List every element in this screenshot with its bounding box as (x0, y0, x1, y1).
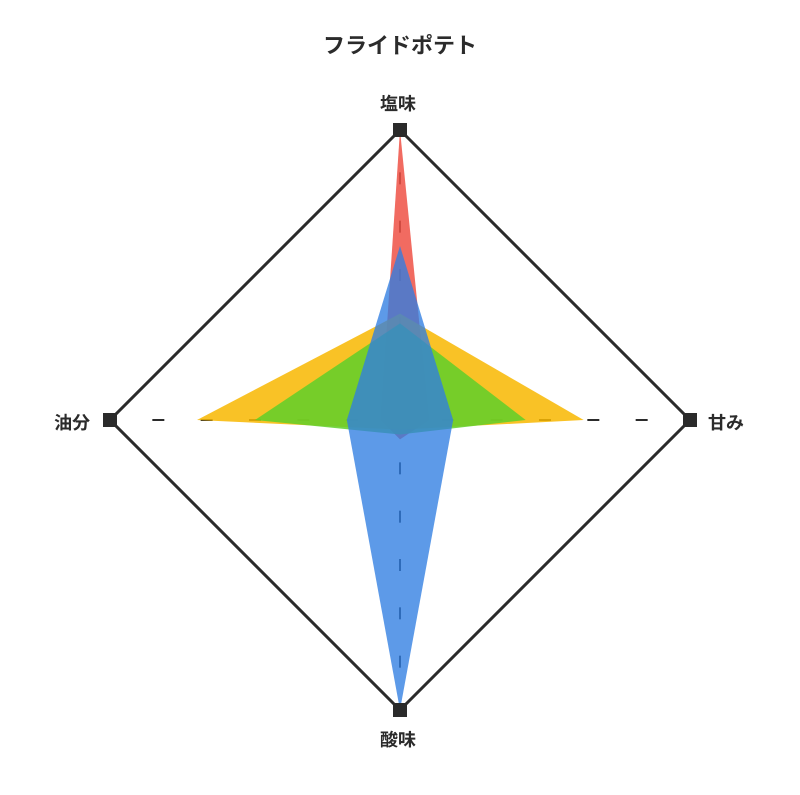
axis-marker (393, 123, 407, 137)
axis-label-oil: 油分 (54, 409, 90, 435)
axis-marker (683, 413, 697, 427)
axis-marker (393, 703, 407, 717)
chart-title: フライドポテト (0, 28, 800, 60)
axis-marker (103, 413, 117, 427)
series-blue (347, 246, 453, 710)
radar-chart (0, 0, 800, 795)
axis-label-sweet: 甘み (708, 409, 744, 435)
axis-label-sour: 酸味 (380, 726, 416, 752)
axis-label-salty: 塩味 (380, 90, 416, 116)
